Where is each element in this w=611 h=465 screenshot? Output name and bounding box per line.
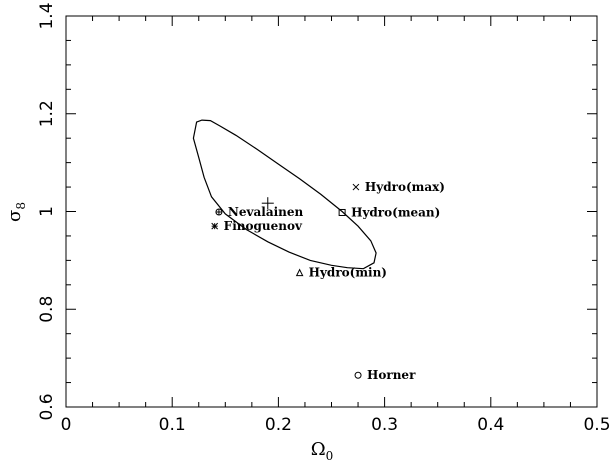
- y-tick-label: 1.4: [37, 2, 57, 29]
- plot-frame: [65, 15, 598, 408]
- y-axis-label: σ8: [4, 202, 28, 222]
- data-point: Hydro(max): [352, 180, 445, 194]
- data-point-label: Hydro(min): [309, 266, 387, 280]
- x-tick-label: 0: [61, 415, 72, 435]
- x-tick-label: 0.4: [477, 415, 504, 435]
- data-point: Hydro(min): [295, 266, 387, 280]
- data-point-label: Finoguenov: [224, 219, 303, 233]
- x-tick-label: 0.5: [583, 415, 610, 435]
- data-point-label: Nevalainen: [228, 205, 304, 219]
- tick-marks: [65, 15, 598, 408]
- square-marker: [338, 208, 346, 216]
- data-point-label: Horner: [367, 368, 416, 382]
- x-tick-labels: 0 0.1 0.2 0.3 0.4 0.5: [61, 415, 611, 435]
- data-point: Hydro(mean): [338, 205, 440, 219]
- circle-marker: [354, 371, 362, 379]
- x-cross-marker: [352, 183, 360, 191]
- triangle-marker: [295, 268, 304, 277]
- y-tick-label: 1: [37, 206, 57, 217]
- data-point: Nevalainen: [215, 205, 304, 219]
- y-tick-label: 1.2: [37, 100, 57, 127]
- data-point: Finoguenov: [211, 219, 303, 233]
- asterisk-marker: [211, 222, 219, 230]
- x-tick-label: 0.1: [159, 415, 186, 435]
- confidence-contour: [192, 119, 377, 270]
- x-axis-label: Ω0: [311, 439, 334, 463]
- x-tick-label: 0.2: [265, 415, 292, 435]
- y-tick-labels: 0.6 0.8 1 1.2 1.4: [37, 2, 57, 420]
- data-point: Horner: [354, 368, 416, 382]
- y-tick-label: 0.8: [37, 296, 57, 323]
- best-fit-marker: [261, 197, 274, 210]
- data-point-label: Hydro(mean): [351, 205, 440, 219]
- data-points: Hydro(max) Hydro(mean) NevalainenFinogueno…: [211, 180, 445, 382]
- data-point-label: Hydro(max): [365, 180, 445, 194]
- y-tick-label: 0.6: [37, 393, 57, 420]
- x-tick-label: 0.3: [371, 415, 398, 435]
